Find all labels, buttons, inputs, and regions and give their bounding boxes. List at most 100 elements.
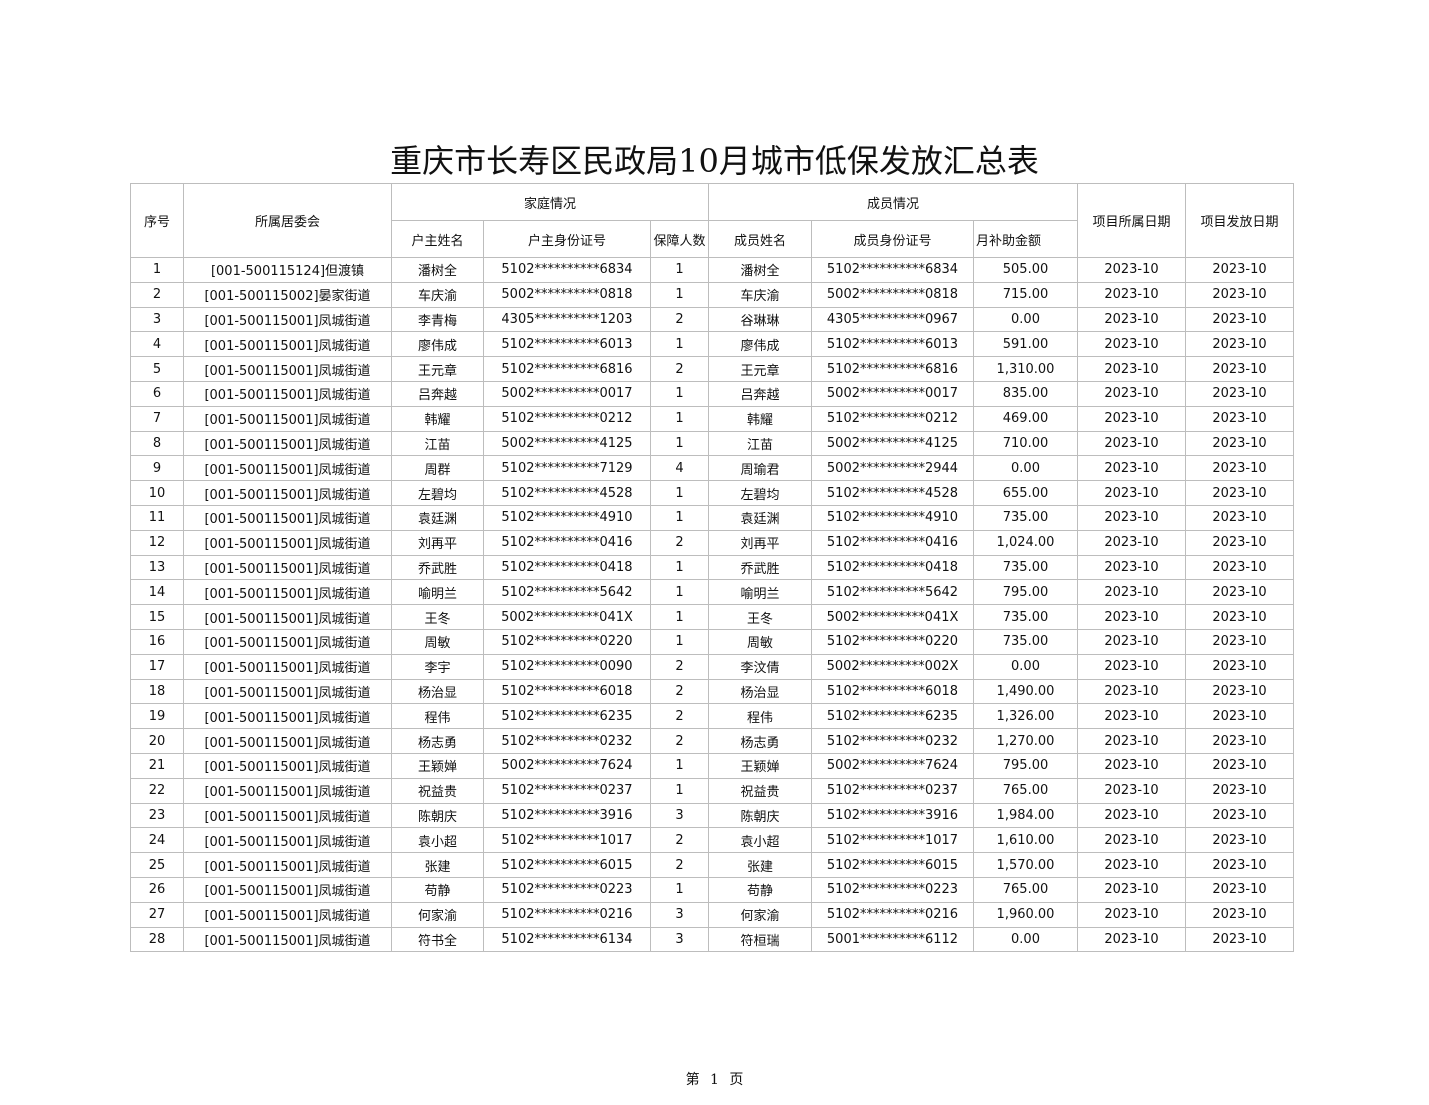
table-row: 6 [001-500115001]凤城街道 吕奔越 5002**********001…: [130, 380, 1294, 407]
page-number: 第 1 页: [685, 1072, 744, 1088]
cell-belong-date: 2023-10: [1077, 380, 1186, 407]
cell-amount: 505.00: [973, 257, 1078, 283]
cell-issue-date: 2023-10: [1185, 604, 1294, 630]
table-row: 8 [001-500115001]凤城街道 江苗 5002**********4125…: [130, 430, 1294, 457]
cell-head-id: 5002**********0818: [483, 281, 651, 308]
cell-count: 1: [650, 380, 709, 407]
cell-member-id: 5102**********0416: [811, 529, 974, 556]
cell-seq: 7: [130, 405, 184, 432]
cell-member-id: 5102**********6235: [811, 703, 974, 730]
cell-head-name: 杨治显: [391, 678, 484, 705]
cell-head-name: 乔武胜: [391, 554, 484, 581]
cell-committee: [001-500115124]但渡镇: [183, 257, 392, 283]
cell-member-id: 5102**********0223: [811, 876, 974, 903]
cell-committee: [001-500115001]凤城街道: [183, 777, 392, 804]
cell-seq: 12: [130, 529, 184, 556]
cell-issue-date: 2023-10: [1185, 752, 1294, 779]
cell-committee: [001-500115001]凤城街道: [183, 331, 392, 358]
cell-member-id: 5102**********6834: [811, 257, 974, 283]
cell-committee: [001-500115001]凤城街道: [183, 728, 392, 754]
cell-member-id: 5102**********0220: [811, 628, 974, 655]
cell-head-id: 5102**********6013: [483, 331, 651, 358]
table-row: 4 [001-500115001]凤城街道 廖伟成 5102**********601…: [130, 331, 1294, 358]
cell-member-id: 5001**********6112: [811, 926, 974, 953]
cell-head-name: 王元章: [391, 356, 484, 382]
cell-count: 1: [650, 579, 709, 606]
cell-head-name: 吕奔越: [391, 380, 484, 407]
cell-belong-date: 2023-10: [1077, 628, 1186, 655]
cell-belong-date: 2023-10: [1077, 802, 1186, 829]
table-row: 27 [001-500115001]凤城街道 何家渝 5102**********02…: [130, 901, 1294, 928]
cell-belong-date: 2023-10: [1077, 405, 1186, 432]
cell-seq: 4: [130, 331, 184, 358]
cell-head-name: 王冬: [391, 604, 484, 630]
cell-belong-date: 2023-10: [1077, 703, 1186, 730]
cell-head-id: 5102**********0212: [483, 405, 651, 432]
cell-amount: 765.00: [973, 777, 1078, 804]
cell-issue-date: 2023-10: [1185, 380, 1294, 407]
cell-issue-date: 2023-10: [1185, 430, 1294, 457]
cell-committee: [001-500115001]凤城街道: [183, 604, 392, 630]
cell-belong-date: 2023-10: [1077, 777, 1186, 804]
cell-issue-date: 2023-10: [1185, 281, 1294, 308]
cell-belong-date: 2023-10: [1077, 926, 1186, 953]
cell-issue-date: 2023-10: [1185, 257, 1294, 283]
cell-count: 2: [650, 678, 709, 705]
header-family-group: 家庭情况: [391, 183, 709, 221]
cell-committee: [001-500115001]凤城街道: [183, 356, 392, 382]
cell-belong-date: 2023-10: [1077, 257, 1186, 283]
cell-belong-date: 2023-10: [1077, 455, 1186, 482]
cell-count: 2: [650, 703, 709, 730]
cell-count: 1: [650, 504, 709, 531]
cell-seq: 8: [130, 430, 184, 457]
table-row: 28 [001-500115001]凤城街道 符书全 5102**********61…: [130, 926, 1294, 953]
cell-amount: 795.00: [973, 752, 1078, 779]
cell-belong-date: 2023-10: [1077, 752, 1186, 779]
cell-head-id: 5102**********1017: [483, 827, 651, 854]
header-amount: 月补助金额: [973, 220, 1078, 258]
cell-member-id: 5102**********6018: [811, 678, 974, 705]
header-count: 保障人数: [650, 220, 709, 258]
cell-head-id: 5102**********5642: [483, 579, 651, 606]
cell-amount: 0.00: [973, 926, 1078, 953]
cell-head-id: 5102**********0418: [483, 554, 651, 581]
table-row: 21 [001-500115001]凤城街道 王颖婵 5002**********76…: [130, 752, 1294, 779]
subsidy-table: 序号 所属居委会 家庭情况 成员情况 项目所属日期 项目发放日期 户主姓名 户主…: [130, 183, 1294, 953]
cell-seq: 26: [130, 876, 184, 903]
cell-committee: [001-500115001]凤城街道: [183, 380, 392, 407]
cell-issue-date: 2023-10: [1185, 356, 1294, 382]
cell-member-id: 5002**********7624: [811, 752, 974, 779]
cell-member-name: 周敏: [708, 628, 812, 655]
cell-head-name: 潘树全: [391, 257, 484, 283]
cell-member-id: 5102**********1017: [811, 827, 974, 854]
cell-issue-date: 2023-10: [1185, 802, 1294, 829]
header-seq: 序号: [130, 183, 184, 258]
cell-amount: 0.00: [973, 455, 1078, 482]
cell-count: 4: [650, 455, 709, 482]
cell-count: 3: [650, 802, 709, 829]
cell-member-name: 张建: [708, 852, 812, 878]
cell-head-id: 5002**********7624: [483, 752, 651, 779]
cell-committee: [001-500115001]凤城街道: [183, 405, 392, 432]
header-member-name: 成员姓名: [708, 220, 812, 258]
cell-committee: [001-500115001]凤城街道: [183, 579, 392, 606]
cell-head-name: 李青梅: [391, 306, 484, 333]
cell-issue-date: 2023-10: [1185, 628, 1294, 655]
cell-member-name: 谷琳琳: [708, 306, 812, 333]
cell-seq: 5: [130, 356, 184, 382]
header-issue-date: 项目发放日期: [1185, 183, 1294, 258]
cell-issue-date: 2023-10: [1185, 653, 1294, 680]
cell-count: 2: [650, 529, 709, 556]
cell-count: 1: [650, 430, 709, 457]
header-belong-date: 项目所属日期: [1077, 183, 1186, 258]
cell-count: 1: [650, 405, 709, 432]
cell-committee: [001-500115001]凤城街道: [183, 628, 392, 655]
table-row: 3 [001-500115001]凤城街道 李青梅 4305**********120…: [130, 306, 1294, 333]
cell-member-id: 5102**********4528: [811, 480, 974, 506]
header-head-id: 户主身份证号: [483, 220, 651, 258]
cell-member-id: 5102**********4910: [811, 504, 974, 531]
cell-head-id: 5102**********0232: [483, 728, 651, 754]
table-row: 24 [001-500115001]凤城街道 袁小超 5102**********10…: [130, 827, 1294, 854]
cell-head-id: 5102**********6018: [483, 678, 651, 705]
header-committee: 所属居委会: [183, 183, 392, 258]
